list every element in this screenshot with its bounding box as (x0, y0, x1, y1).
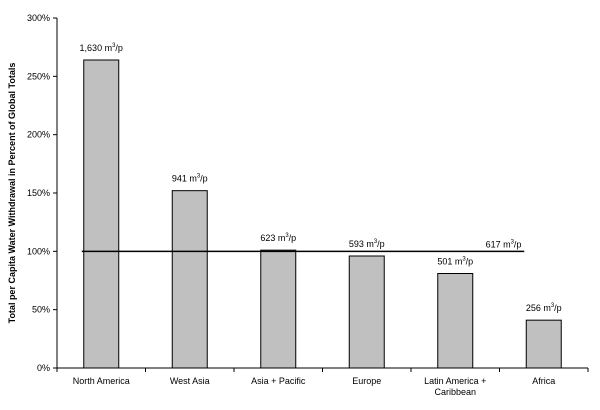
global-average-label: 617 m3/p (486, 239, 522, 249)
category-label-3: Europe (352, 376, 381, 386)
category-label-4: Latin America + Caribbean (424, 376, 486, 397)
category-label-5: Africa (532, 376, 555, 386)
y-tick-label: 0% (37, 363, 50, 373)
data-label-0: 1,630 m3/p (80, 43, 123, 53)
y-tick-label: 200% (27, 130, 50, 140)
bar-0 (83, 59, 120, 369)
bar-1 (171, 190, 208, 369)
bar-4 (437, 273, 474, 369)
data-label-4: 501 m3/p (437, 257, 473, 267)
data-label-2: 623 m3/p (260, 233, 296, 243)
y-tick-label: 300% (27, 13, 50, 23)
y-tick-label: 150% (27, 188, 50, 198)
y-tick-label: 250% (27, 71, 50, 81)
data-label-1: 941 m3/p (172, 174, 208, 184)
bar-5 (525, 319, 562, 369)
bar-2 (260, 249, 297, 369)
data-label-3: 593 m3/p (349, 239, 385, 249)
bar-3 (348, 255, 385, 369)
category-label-1: West Asia (170, 376, 210, 386)
category-label-0: North America (73, 376, 130, 386)
data-label-5: 256 m3/p (526, 303, 562, 313)
y-tick-label: 50% (32, 305, 50, 315)
y-tick-label: 100% (27, 246, 50, 256)
category-label-2: Asia + Pacific (251, 376, 306, 386)
y-axis-title: Total per Capita Water Withdrawal in Per… (7, 63, 17, 324)
